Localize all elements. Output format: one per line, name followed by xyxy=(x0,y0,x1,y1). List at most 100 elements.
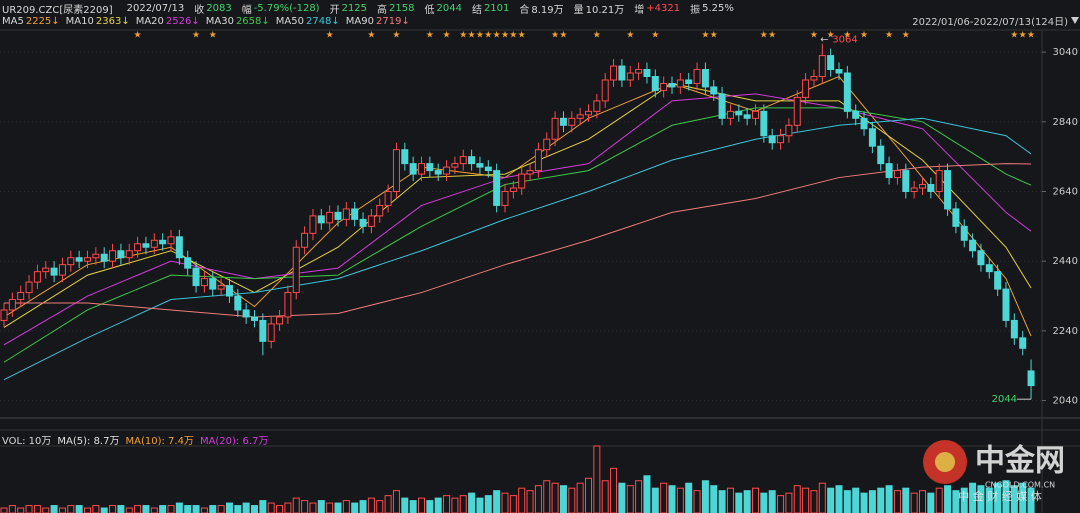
volume-bar xyxy=(676,487,684,513)
candle-body xyxy=(50,267,58,276)
candle-body xyxy=(117,250,125,259)
candle-body xyxy=(568,117,576,126)
candle-body xyxy=(58,264,66,276)
volume-bar xyxy=(501,492,509,513)
event-star: ★ xyxy=(326,31,334,41)
event-star: ★ xyxy=(860,31,868,41)
ma-name: MA20 xyxy=(135,16,164,27)
event-star: ★ xyxy=(710,31,718,41)
candle-body xyxy=(810,75,818,81)
volume-bar xyxy=(493,490,501,513)
candle-body xyxy=(493,170,501,206)
y-tick-label: 3040 xyxy=(1053,47,1078,58)
candle-body xyxy=(84,257,91,262)
volume-bar xyxy=(159,505,167,513)
ma-line xyxy=(3,117,1032,381)
volume-bar xyxy=(927,492,935,513)
volume-bar xyxy=(1019,482,1027,513)
y-tick-label: 2440 xyxy=(1053,256,1078,267)
event-star: ★ xyxy=(551,31,559,41)
field-value: 2101 xyxy=(483,3,510,14)
event-star: ★ xyxy=(476,31,484,41)
volume-bar xyxy=(860,492,868,513)
volume-bar xyxy=(601,480,609,513)
volume-bar xyxy=(317,500,325,513)
field-label: 高 xyxy=(377,5,388,16)
candle-body xyxy=(309,215,317,234)
candle-body xyxy=(960,225,968,241)
candle-body xyxy=(534,149,542,172)
volume-bar xyxy=(251,505,258,513)
volume-bar xyxy=(359,500,367,513)
event-star: ★ xyxy=(367,31,375,41)
volume-bar xyxy=(67,505,75,513)
volume-bar xyxy=(409,500,417,513)
volume-bar xyxy=(777,495,785,513)
volume-bar xyxy=(125,507,133,513)
event-star: ★ xyxy=(1019,31,1027,41)
candle-body xyxy=(8,299,16,311)
volume-bar xyxy=(184,505,192,513)
volume-bar xyxy=(818,482,826,513)
field-label: 低 xyxy=(424,5,435,16)
event-star: ★ xyxy=(626,31,634,41)
volume-bar xyxy=(760,492,768,513)
dropdown-icon[interactable] xyxy=(1071,17,1079,24)
event-star: ★ xyxy=(392,31,400,41)
volume-bar xyxy=(877,487,885,513)
field-label: 增 xyxy=(634,5,645,16)
candle-body xyxy=(150,239,158,248)
volume-bar xyxy=(893,490,901,513)
date: 2022/07/13 xyxy=(126,3,185,14)
candle-body xyxy=(860,117,868,130)
volume-bar xyxy=(284,502,292,513)
candle-body xyxy=(843,72,851,112)
volume-bar xyxy=(919,490,926,513)
candle-body xyxy=(1010,319,1018,339)
volume-bar xyxy=(626,485,634,513)
candle-body xyxy=(109,250,117,262)
event-star: ★ xyxy=(902,31,910,41)
field-label: 合 xyxy=(519,5,530,16)
candle-body xyxy=(743,114,751,119)
candle-body xyxy=(643,69,651,77)
volume-bar xyxy=(726,487,734,513)
volume-bar xyxy=(618,482,626,513)
volume-bar xyxy=(668,485,676,513)
volume-bar xyxy=(276,505,284,513)
ma-name: MA10 xyxy=(65,16,94,27)
candle-body xyxy=(209,278,217,290)
candle-body xyxy=(710,86,718,95)
candle-body xyxy=(726,110,734,119)
annotation-arrow: ← xyxy=(820,35,828,46)
volume-bar xyxy=(33,505,41,513)
candle-body xyxy=(92,253,100,259)
candle-body xyxy=(509,187,517,192)
event-star: ★ xyxy=(593,31,601,41)
event-star: ★ xyxy=(134,31,142,41)
candle-body xyxy=(192,267,200,287)
volume-bar xyxy=(192,505,200,513)
candle-body xyxy=(735,110,743,116)
candle-body xyxy=(551,117,559,140)
volume-bar xyxy=(969,482,977,513)
logo-icon xyxy=(935,452,955,472)
candle-body xyxy=(301,232,309,248)
field-label: 振 xyxy=(690,5,701,16)
volume-bar xyxy=(518,487,526,513)
volume-bar xyxy=(259,500,267,513)
y-tick-label: 2640 xyxy=(1053,186,1078,197)
low-label: 2044 xyxy=(992,394,1017,405)
volume-bar xyxy=(342,500,350,513)
field-value: 2158 xyxy=(389,3,415,14)
volume-bar xyxy=(651,487,659,513)
volume-bar xyxy=(810,490,818,513)
candle-body xyxy=(342,208,350,220)
volume-bar xyxy=(735,492,743,513)
candle-body xyxy=(326,211,334,224)
candle-body xyxy=(802,79,810,98)
volume-legend: VOL: 10万 MA(5): 8.7万 MA(10): 7.4万 MA(20): … xyxy=(2,432,268,447)
candle-body xyxy=(267,323,275,342)
volume-bar xyxy=(935,487,943,513)
